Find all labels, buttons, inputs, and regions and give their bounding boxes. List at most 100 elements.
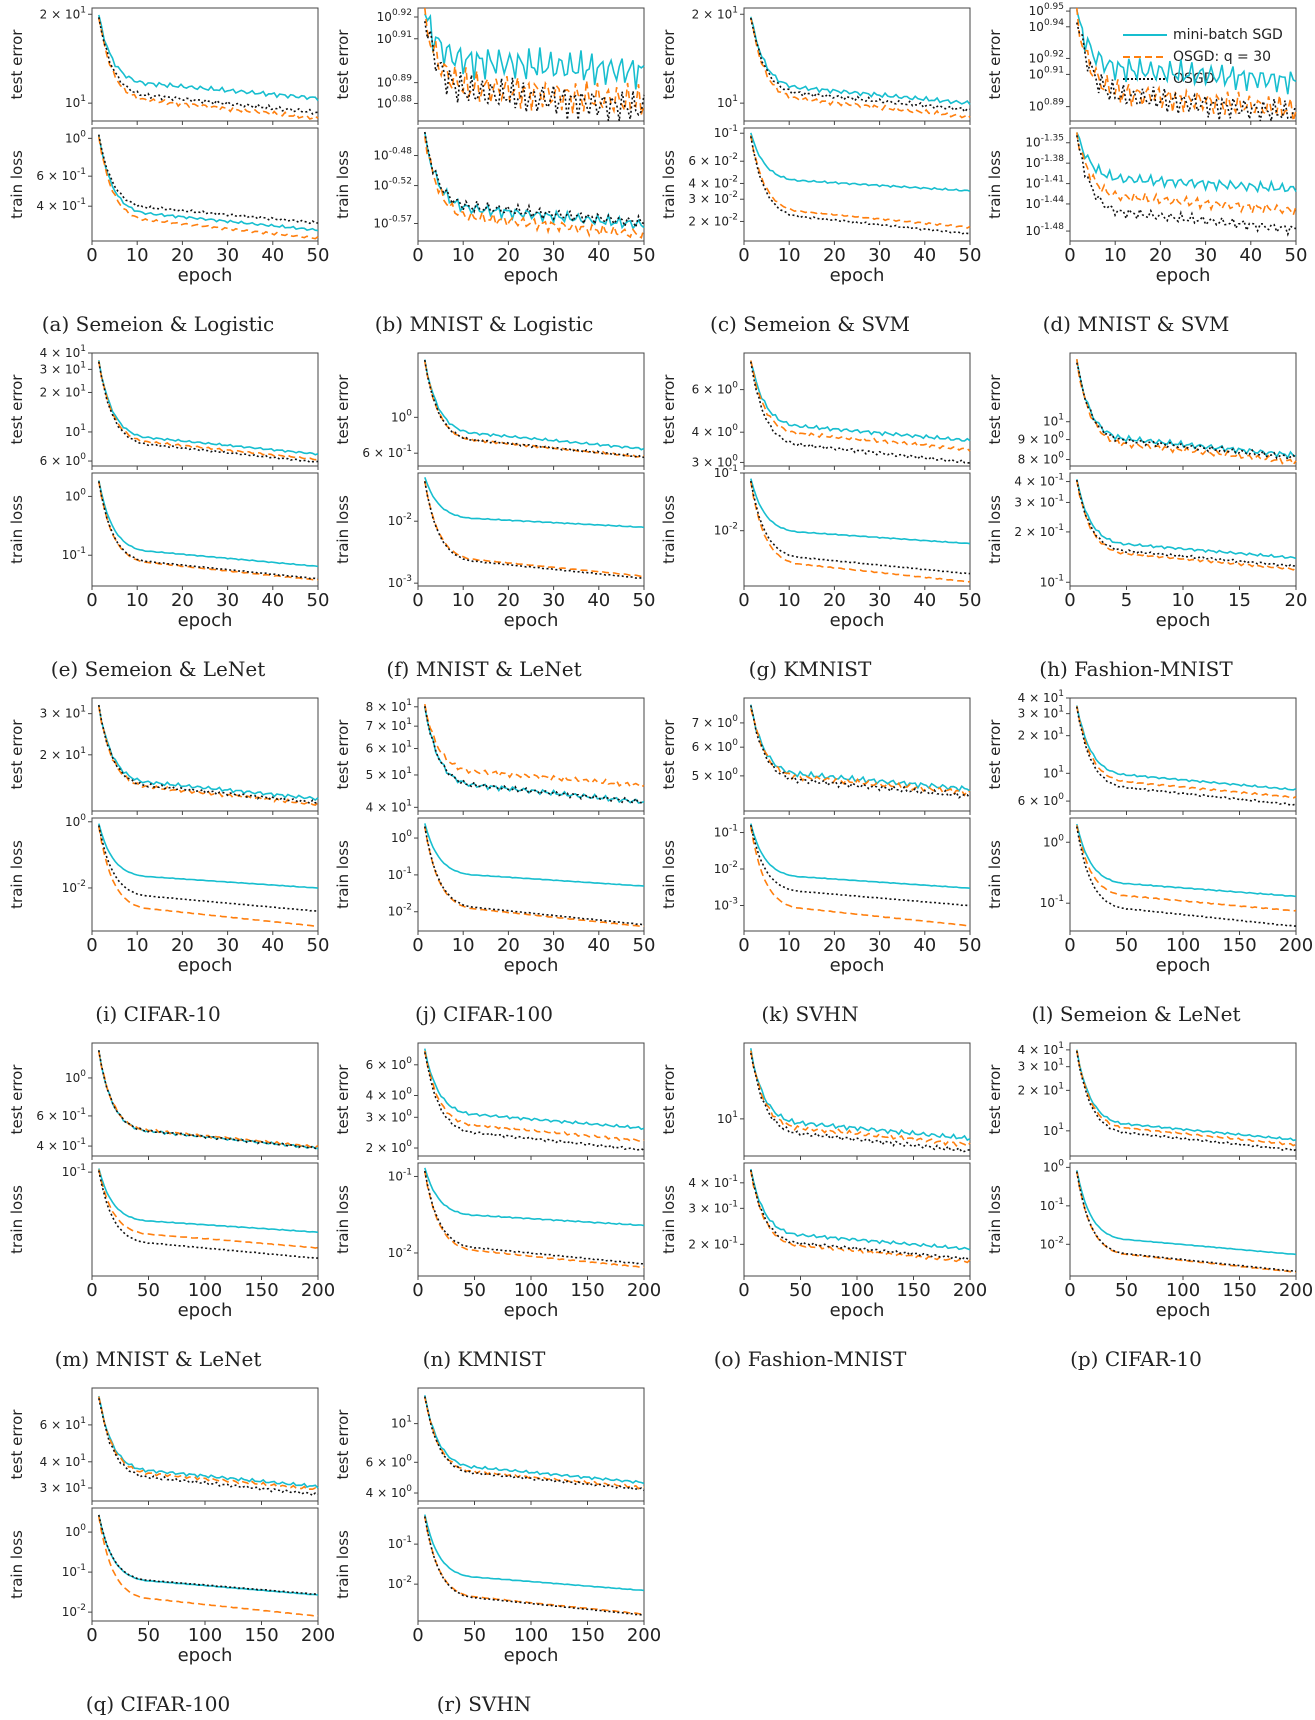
subplot-3-bottom-xtick-label: 10	[1104, 245, 1127, 266]
subplot-10-bottom-xtick-label: 20	[823, 935, 846, 956]
subplot-16-bottom-xtick-label: 50	[137, 1625, 160, 1646]
subplot-15: 4 × 101 3 × 101 2 × 101 101 test error 100 10-…	[978, 1035, 1313, 1375]
subplot-15-xlabel: epoch	[1156, 1300, 1211, 1321]
subplot-8-bottom-xtick-label: 0	[86, 935, 97, 956]
subplot-5-xlabel: epoch	[504, 610, 559, 631]
subplot-11-top-ylabel: test error	[986, 719, 1004, 790]
subplot-15-bottom-series-osgd	[1076, 1171, 1297, 1272]
subplot-6-bottom-series-osgd	[750, 480, 971, 575]
subplot-7-bottom-frame	[1069, 472, 1297, 587]
subplot-14-top-ytick-label: 101	[717, 1110, 738, 1126]
subplot-17-top-ytick-label: 6 × 100	[366, 1453, 413, 1469]
subplot-13-bottom-ytick-label: 10-1	[388, 1167, 412, 1183]
subplot-9-top-ytick-label: 8 × 101	[366, 698, 412, 714]
subplot-15-bottom-ytick-label: 100	[1043, 1158, 1064, 1174]
subplot-2-top-series-osgd	[750, 17, 971, 114]
subplot-2-bottom-series-osgdq	[750, 135, 971, 229]
subplot-10-bottom-frame	[743, 817, 971, 932]
subplot-1-top-series-osgdq	[424, 7, 645, 115]
subplot-8-top-series-sgd	[98, 704, 319, 801]
subplot-1-top-ytick-label: 100.92	[377, 8, 412, 24]
subplot-12-bottom-xtick-label: 0	[86, 1280, 97, 1301]
subplot-1-bottom-xtick-label: 0	[412, 245, 423, 266]
legend-swatch-sgd	[1123, 34, 1167, 36]
subplot-2-xlabel: epoch	[830, 265, 885, 286]
subplot-14: 101 test error 4 × 10-1 3 × 10-1 2 × 10-1 0 50…	[652, 1035, 987, 1375]
subplot-10-top-ytick-label: 5 × 100	[692, 767, 739, 783]
subplot-0-top-series-sgd	[98, 14, 319, 102]
subplot-17-bottom-axes: 10-1 10-2 0 50 100 150 200 train loss	[334, 1507, 661, 1646]
subplot-0-bottom-xtick-label: 10	[126, 245, 149, 266]
subplot-4: 4 × 101 3 × 101 2 × 101 101 6 × 100 test erro…	[0, 344, 329, 685]
subplot-6-top-frame	[743, 352, 971, 467]
subplot-17-top-axes: 101 6 × 100 4 × 100 test error	[334, 1387, 645, 1505]
subplot-13-bottom-series-osgd	[424, 1170, 645, 1265]
subplot-10-top-ytick-label: 6 × 100	[692, 738, 739, 754]
subplot-2-bottom-xtick-label: 0	[738, 245, 749, 266]
subplot-1-top-ylabel: test error	[334, 29, 352, 100]
subplot-15-bottom-ytick-label: 10-2	[1040, 1235, 1064, 1251]
subplot-15-bottom-xtick-label: 150	[1222, 1280, 1256, 1301]
subplot-17-bottom-xtick-label: 0	[412, 1625, 423, 1646]
subplot-10-bottom-xtick-label: 10	[778, 935, 801, 956]
subplot-13-bottom-series-sgd	[424, 1167, 645, 1227]
subplot-7-top-series-sgd	[1076, 359, 1297, 459]
subplot-6-top-ytick-label: 6 × 100	[692, 381, 739, 397]
subplot-4-top-series-osgd	[98, 361, 319, 464]
subplot-12-top-series-sgd	[98, 1050, 318, 1150]
subplot-15-top-series-sgd	[1076, 1049, 1297, 1142]
subplot-17-bottom-ytick-label: 10-1	[388, 1535, 412, 1551]
subplot-12-top-axes: 100 6 × 10-1 4 × 10-1 test error	[8, 1042, 319, 1160]
subplot-3-bottom-series-sgd	[1076, 132, 1297, 194]
subplot-0-bottom-series-osgd	[98, 134, 319, 225]
subplot-8-svg: 3 × 101 2 × 101 test error 100 10-2 0 10 20 30 40…	[8, 697, 329, 976]
subplot-17-bottom-xtick-label: 50	[463, 1625, 486, 1646]
subplot-13-top-axes: 6 × 100 4 × 100 3 × 100 2 × 100 test error	[334, 1042, 645, 1160]
subplot-17-top-ylabel: test error	[334, 1409, 352, 1480]
subplot-5-bottom-xtick-label: 20	[497, 590, 520, 611]
subplot-15-caption: (p) CIFAR-10	[1070, 1347, 1202, 1371]
subplot-5-top-series-sgd	[424, 359, 645, 451]
subplot-7-top-ytick-label: 8 × 100	[1018, 451, 1065, 467]
subplot-12-caption: (m) MNIST & LeNet	[54, 1347, 262, 1371]
subplot-9-bottom-series-sgd	[424, 823, 645, 887]
subplot-5-top-series-osgdq	[424, 361, 645, 458]
subplot-13-bottom-ytick-label: 10-2	[388, 1244, 412, 1260]
subplot-2: 2 × 101 101 test error 10-1 6 × 10-2 4 × 10-2…	[652, 0, 981, 340]
subplot-0: 2 × 101 101 test error 100 6 × 10-1 4 × 10-1 0…	[0, 0, 329, 340]
subplot-1-bottom-ytick-label: 10-0.57	[373, 214, 412, 230]
subplot-11-bottom-series-sgd	[1076, 823, 1297, 898]
subplot-15-bottom-xtick-label: 100	[1166, 1280, 1200, 1301]
subplot-15-top-ytick-label: 101	[1043, 1122, 1064, 1138]
subplot-10-bottom-series-osgd	[750, 824, 970, 907]
subplot-8-bottom-xtick-label: 10	[126, 935, 149, 956]
subplot-5-top-series-osgd	[424, 359, 645, 459]
subplot-1-top-series-osgd	[424, 21, 645, 122]
subplot-14-bottom-xtick-label: 200	[953, 1280, 987, 1301]
subplot-7-xlabel: epoch	[1156, 610, 1211, 631]
subplot-9-bottom-xtick-label: 50	[633, 935, 656, 956]
subplot-16-bottom-ytick-label: 100	[65, 1523, 86, 1539]
subplot-9: 8 × 101 7 × 101 6 × 101 5 × 101 4 × 101 test …	[326, 690, 655, 1030]
subplot-16-bottom-series-osgdq	[98, 1516, 319, 1618]
subplot-10-top-series-osgdq	[750, 708, 971, 797]
subplot-14-top-series-osgd	[750, 1052, 971, 1153]
subplot-7-bottom-xtick-label: 0	[1064, 590, 1075, 611]
subplot-7-bottom-ytick-label: 2 × 10-1	[1014, 523, 1064, 539]
subplot-7-top-axes: 101 9 × 100 8 × 100 test error	[986, 352, 1297, 470]
subplot-5-bottom-axes: 10-2 10-30 10 20 30 40 50 train loss	[334, 472, 655, 611]
subplot-4-bottom-ytick-label: 100	[65, 487, 86, 503]
subplot-0-top-series-osgd	[98, 17, 319, 115]
subplot-11-top-series-osgdq	[1076, 705, 1297, 799]
subplot-9-bottom-ytick-label: 100	[391, 829, 412, 845]
subplot-0-xlabel: epoch	[178, 265, 233, 286]
subplot-9-bottom-xtick-label: 0	[412, 935, 423, 956]
subplot-11-bottom-xtick-label: 200	[1279, 935, 1313, 956]
subplot-9-top-ytick-label: 5 × 101	[366, 766, 412, 782]
subplot-8-bottom-xtick-label: 50	[307, 935, 330, 956]
subplot-14-bottom-xtick-label: 100	[840, 1280, 874, 1301]
subplot-8-top-axes: 3 × 101 2 × 101 test error	[8, 697, 319, 815]
